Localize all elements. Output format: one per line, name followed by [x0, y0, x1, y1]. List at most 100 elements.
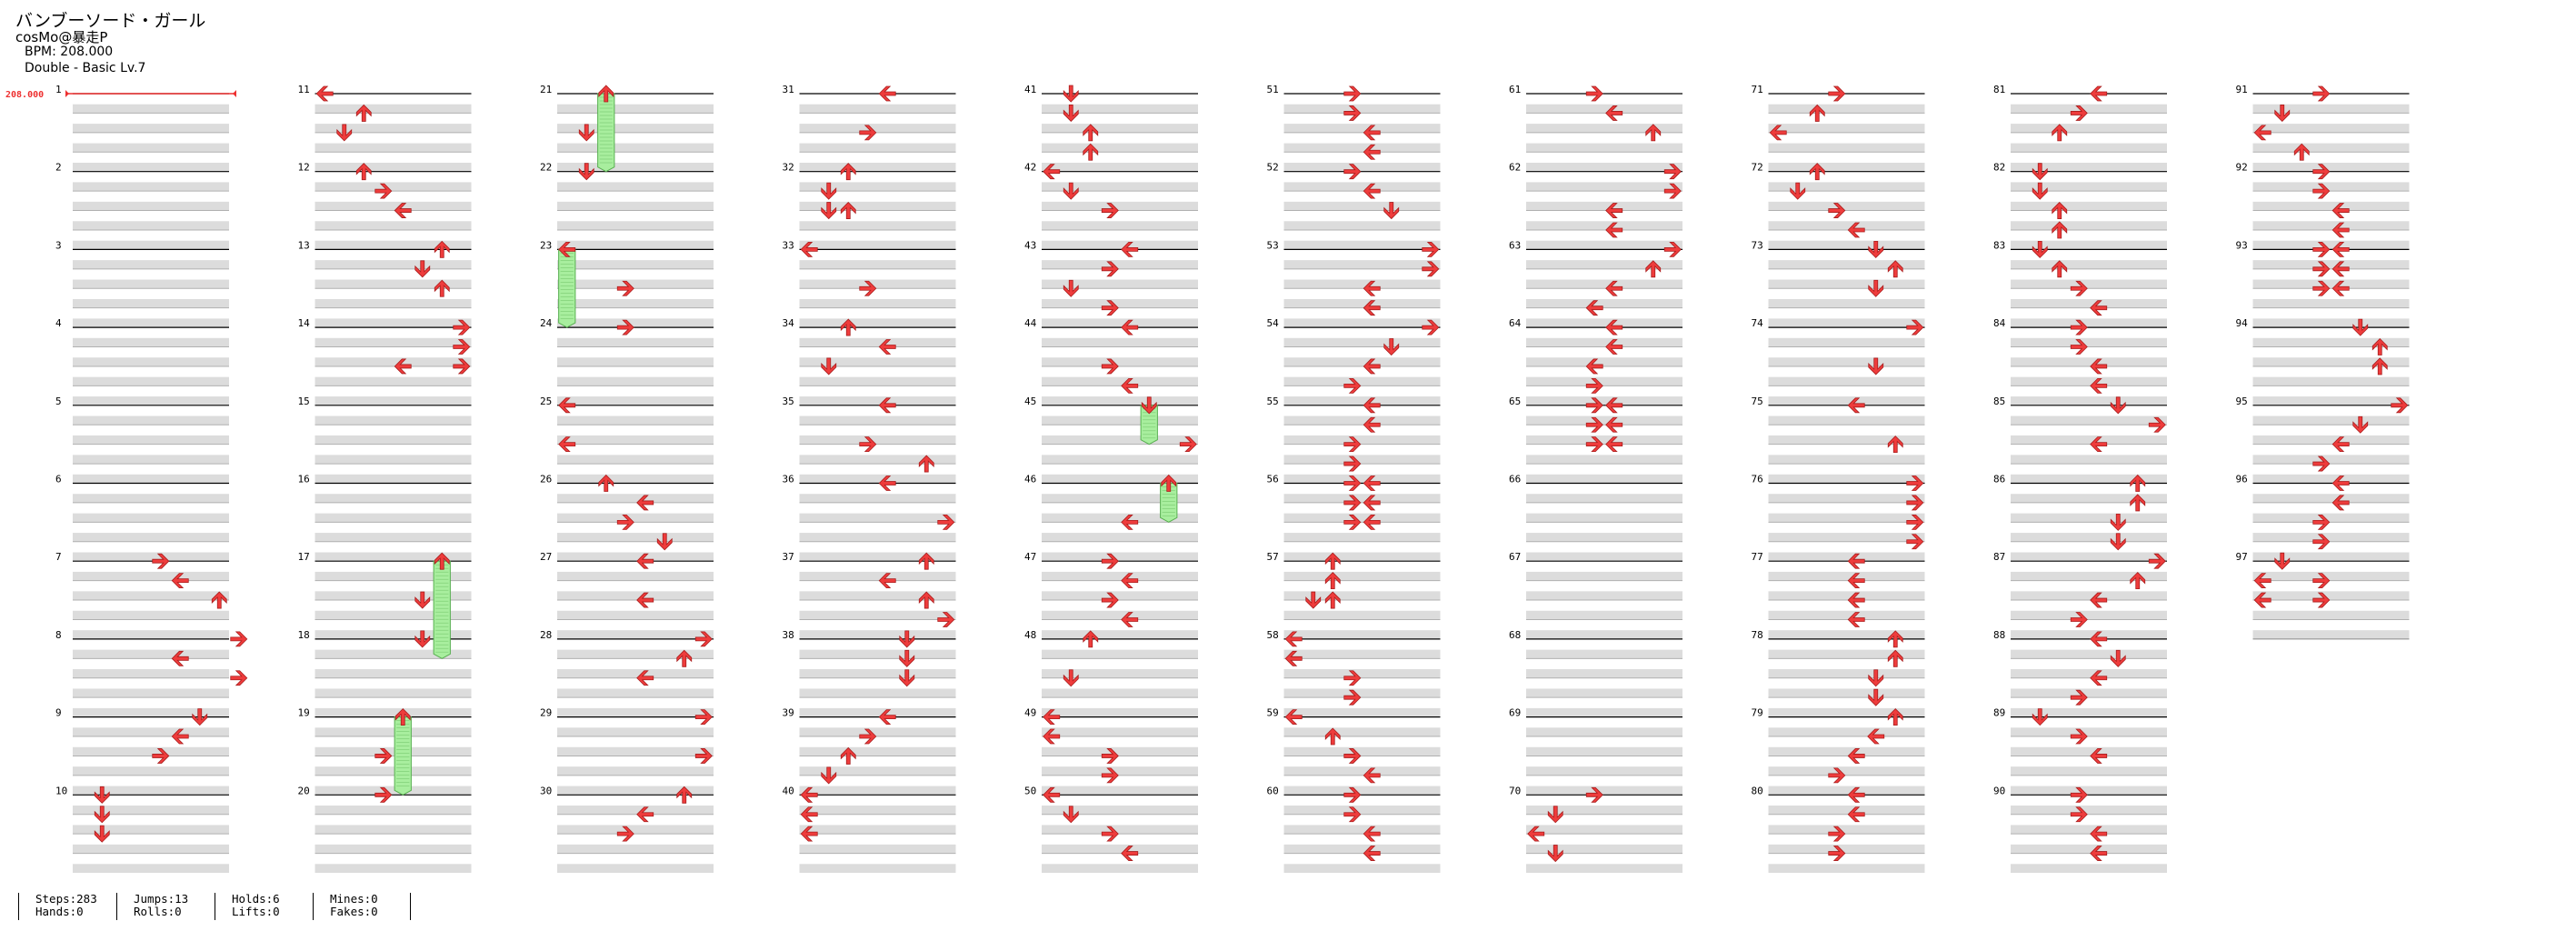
beat-gap	[2011, 425, 2167, 434]
beat-band	[2252, 494, 2410, 503]
beat-band	[799, 279, 956, 289]
down-arrow-note	[94, 786, 110, 804]
left-arrow-note	[1847, 553, 1865, 569]
beat-band	[1768, 143, 1925, 153]
beat-band	[2011, 513, 2167, 523]
right-arrow-note	[1343, 164, 1362, 180]
beat-band	[315, 415, 472, 425]
beat-band	[2011, 688, 2167, 698]
down-arrow-note	[1063, 105, 1079, 122]
beat-band	[799, 201, 956, 211]
right-arrow-note	[859, 436, 877, 453]
beat-band	[1042, 707, 1198, 717]
beat-gap	[2011, 366, 2167, 375]
left-arrow-note	[1363, 476, 1381, 491]
up-arrow-note	[1809, 104, 1825, 122]
beat-gap	[1526, 211, 1682, 220]
beat-gap	[557, 815, 714, 824]
beat-gap	[315, 737, 472, 746]
beat-band	[1042, 240, 1198, 250]
beat-band	[2252, 337, 2410, 347]
beat-gap	[1526, 192, 1682, 200]
beat-gap	[1042, 172, 1198, 181]
beat-gap	[315, 756, 472, 766]
beat-band	[1768, 669, 1925, 678]
beat-gap	[315, 465, 472, 473]
measure-number: 70	[1509, 785, 1521, 796]
beat-gap	[799, 854, 956, 863]
left-arrow-note	[171, 650, 189, 666]
beat-band	[315, 162, 472, 172]
right-arrow-note	[2312, 534, 2331, 550]
beat-band	[1768, 746, 1925, 756]
left-arrow-note	[1363, 416, 1381, 433]
beat-band	[73, 298, 229, 308]
beat-gap	[315, 776, 472, 785]
left-arrow-note	[558, 397, 576, 414]
beat-gap	[557, 756, 714, 766]
beat-gap	[1768, 698, 1925, 706]
beat-band	[1042, 260, 1198, 269]
beat-gap	[1768, 366, 1925, 375]
beat-gap	[1526, 542, 1682, 551]
left-arrow-note	[2090, 377, 2108, 394]
beat-gap	[2011, 835, 2167, 843]
up-arrow-note	[598, 474, 614, 492]
beat-band	[315, 786, 472, 796]
beat-band	[1768, 474, 1925, 484]
beat-band	[1526, 688, 1682, 698]
bpm-marker-label: 208.000	[5, 90, 44, 100]
beat-gap	[1042, 815, 1198, 824]
right-arrow-note	[1343, 514, 1362, 530]
right-arrow-note	[694, 709, 713, 725]
beat-gap	[1768, 250, 1925, 259]
beat-gap	[1283, 172, 1441, 181]
beat-gap	[73, 503, 229, 512]
measure-grid: 1234567891011121314151617181920212223242…	[5, 84, 2410, 873]
beat-band	[1042, 766, 1198, 776]
beat-band	[799, 533, 956, 542]
measure-number: 42	[1024, 162, 1036, 174]
measure-number: 75	[1752, 395, 1763, 407]
beat-band	[557, 669, 714, 678]
down-arrow-note	[414, 630, 431, 648]
beat-gap	[1768, 542, 1925, 551]
beat-band	[799, 104, 956, 114]
left-arrow-note	[1363, 358, 1381, 375]
beat-gap	[315, 114, 472, 123]
beat-band	[1042, 746, 1198, 756]
beat-gap	[315, 153, 472, 161]
up-arrow-note	[1083, 143, 1099, 161]
beat-gap	[1283, 503, 1441, 512]
beat-gap	[1283, 289, 1441, 297]
beat-gap	[799, 328, 956, 336]
beat-gap	[1042, 405, 1198, 415]
down-arrow-note	[2032, 240, 2048, 258]
left-arrow-note	[1605, 222, 1623, 238]
beat-band	[799, 825, 956, 835]
beat-gap	[1283, 737, 1441, 746]
beat-gap	[2011, 698, 2167, 706]
beat-band	[1283, 162, 1441, 172]
measure-number: 77	[1752, 551, 1763, 563]
beat-band	[315, 240, 472, 250]
beat-gap	[1526, 269, 1682, 278]
right-arrow-note	[2148, 416, 2166, 433]
beat-gap	[557, 230, 714, 239]
right-arrow-note	[937, 514, 955, 530]
beat-gap	[1283, 562, 1441, 570]
beat-gap	[557, 250, 714, 259]
beat-gap	[799, 601, 956, 609]
beat-gap	[2011, 542, 2167, 551]
beat-band	[1042, 279, 1198, 289]
rolls-count: Rolls:0	[134, 905, 182, 918]
beat-gap	[1526, 503, 1682, 512]
measure-number: 29	[540, 707, 552, 719]
beat-band	[73, 786, 229, 796]
beat-gap	[315, 484, 472, 493]
beat-gap	[2011, 153, 2167, 161]
beat-gap	[799, 835, 956, 843]
beat-gap	[2011, 386, 2167, 395]
beat-gap	[1042, 192, 1198, 200]
beat-band	[1283, 610, 1441, 620]
